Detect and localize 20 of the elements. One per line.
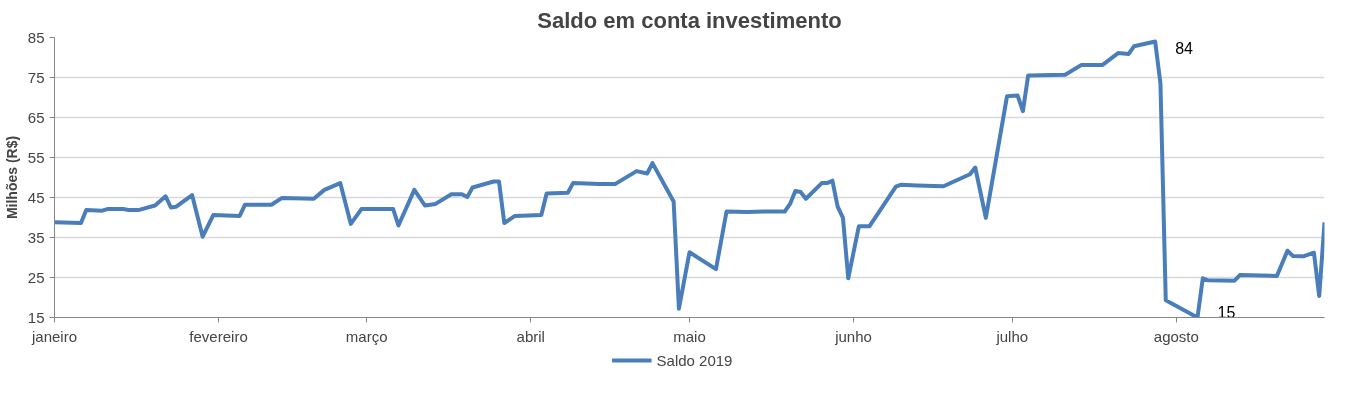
y-tick-label: 65 [27, 108, 45, 126]
y-tick-label: 75 [27, 68, 45, 86]
x-tick-label: maio [673, 327, 706, 345]
x-tick-label: março [345, 327, 388, 345]
chart-title: Saldo em conta investimento [537, 7, 842, 33]
x-tick-label: junho [834, 327, 872, 345]
y-tick-label: 55 [27, 148, 45, 166]
x-tick-label: janeiro [30, 327, 78, 345]
x-tick-label: fevereiro [189, 327, 248, 345]
x-tick-label: julho [995, 327, 1029, 345]
y-tick-label: 35 [27, 228, 45, 246]
y-tick-label: 85 [27, 28, 45, 46]
y-tick-label: 25 [27, 268, 45, 286]
x-tick-label: agosto [1153, 327, 1199, 345]
y-tick-label: 45 [27, 188, 45, 206]
y-tick-label: 15 [27, 308, 45, 326]
y-axis-title: Milhões (R$) [3, 135, 20, 220]
legend-label: Saldo 2019 [656, 351, 733, 369]
annotation: 84 [1175, 39, 1194, 57]
x-tick-label: abril [516, 327, 545, 345]
